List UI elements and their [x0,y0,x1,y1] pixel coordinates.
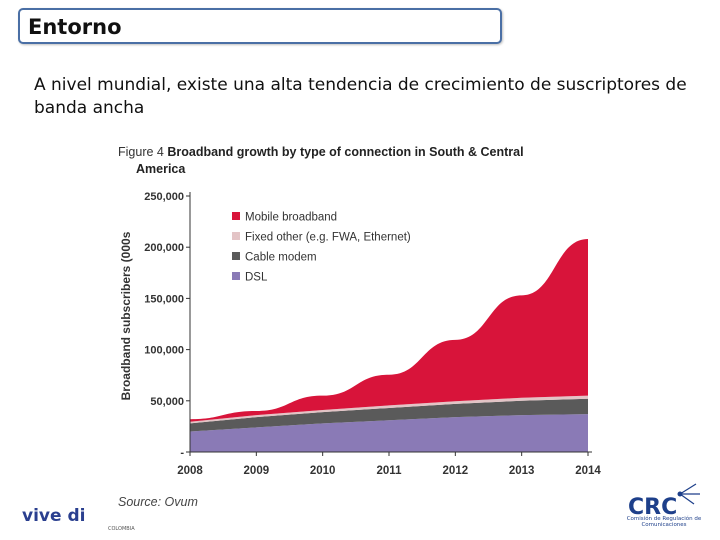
x-tick-label: 2014 [575,465,601,477]
x-tick-label: 2012 [443,465,469,477]
x-tick-label: 2009 [244,465,270,477]
crc-logo-caption: Comisión de Regulación de Comunicaciones [626,516,702,528]
x-tick-label: 2010 [310,465,336,477]
intro-text: A nivel mundial, existe una alta tendenc… [34,75,687,118]
legend-swatch-mobile [232,212,240,220]
chart-source: Source: Ovum [118,495,198,509]
area-dsl [190,414,588,452]
legend-label-fixed-other: Fixed other (e.g. FWA, Ethernet) [245,232,411,244]
y-tick-label: 150,000 [144,293,184,305]
x-tick-label: 2008 [177,465,203,477]
chart-figure-label: Figure 4 [118,145,167,159]
crc-logo-mark [677,483,700,505]
vive-digital-logo: vive di [22,506,85,526]
slide-title: Entorno [28,15,122,39]
crc-logo: CRC [628,483,700,520]
legend-swatch-dsl [232,272,240,280]
y-tick-label: 50,000 [150,396,184,408]
legend-swatch-cable [232,252,240,260]
slide-title-box: Entorno [18,8,502,44]
area-cable [190,398,588,432]
y-tick-label: 250,000 [144,191,184,203]
chart-title-line2: America [136,162,186,176]
area-fixed-other [190,395,588,424]
y-tick-label: - [180,447,184,459]
legend-label-dsl: DSL [245,272,268,284]
x-tick-label: 2011 [377,465,403,477]
x-tick-label: 2013 [509,465,535,477]
legend-label-mobile: Mobile broadband [245,212,337,224]
crc-logo-text: CRC [628,495,677,520]
y-axis-label: Broadband subscribers (000s [119,231,133,400]
chart-title-line1: Broadband growth by type of connection i… [167,145,523,159]
legend-swatch-fixed-other [232,232,240,240]
vive-digital-logo-text: vive di [22,506,86,526]
y-tick-label: 200,000 [144,242,184,254]
chart-title: Figure 4 Broadband growth by type of con… [118,145,524,176]
y-tick-label: 100,000 [144,345,184,357]
area-mobile [190,239,588,422]
legend-label-cable: Cable modem [245,252,317,264]
colombia-logo-text: COLOMBIA [108,526,135,532]
